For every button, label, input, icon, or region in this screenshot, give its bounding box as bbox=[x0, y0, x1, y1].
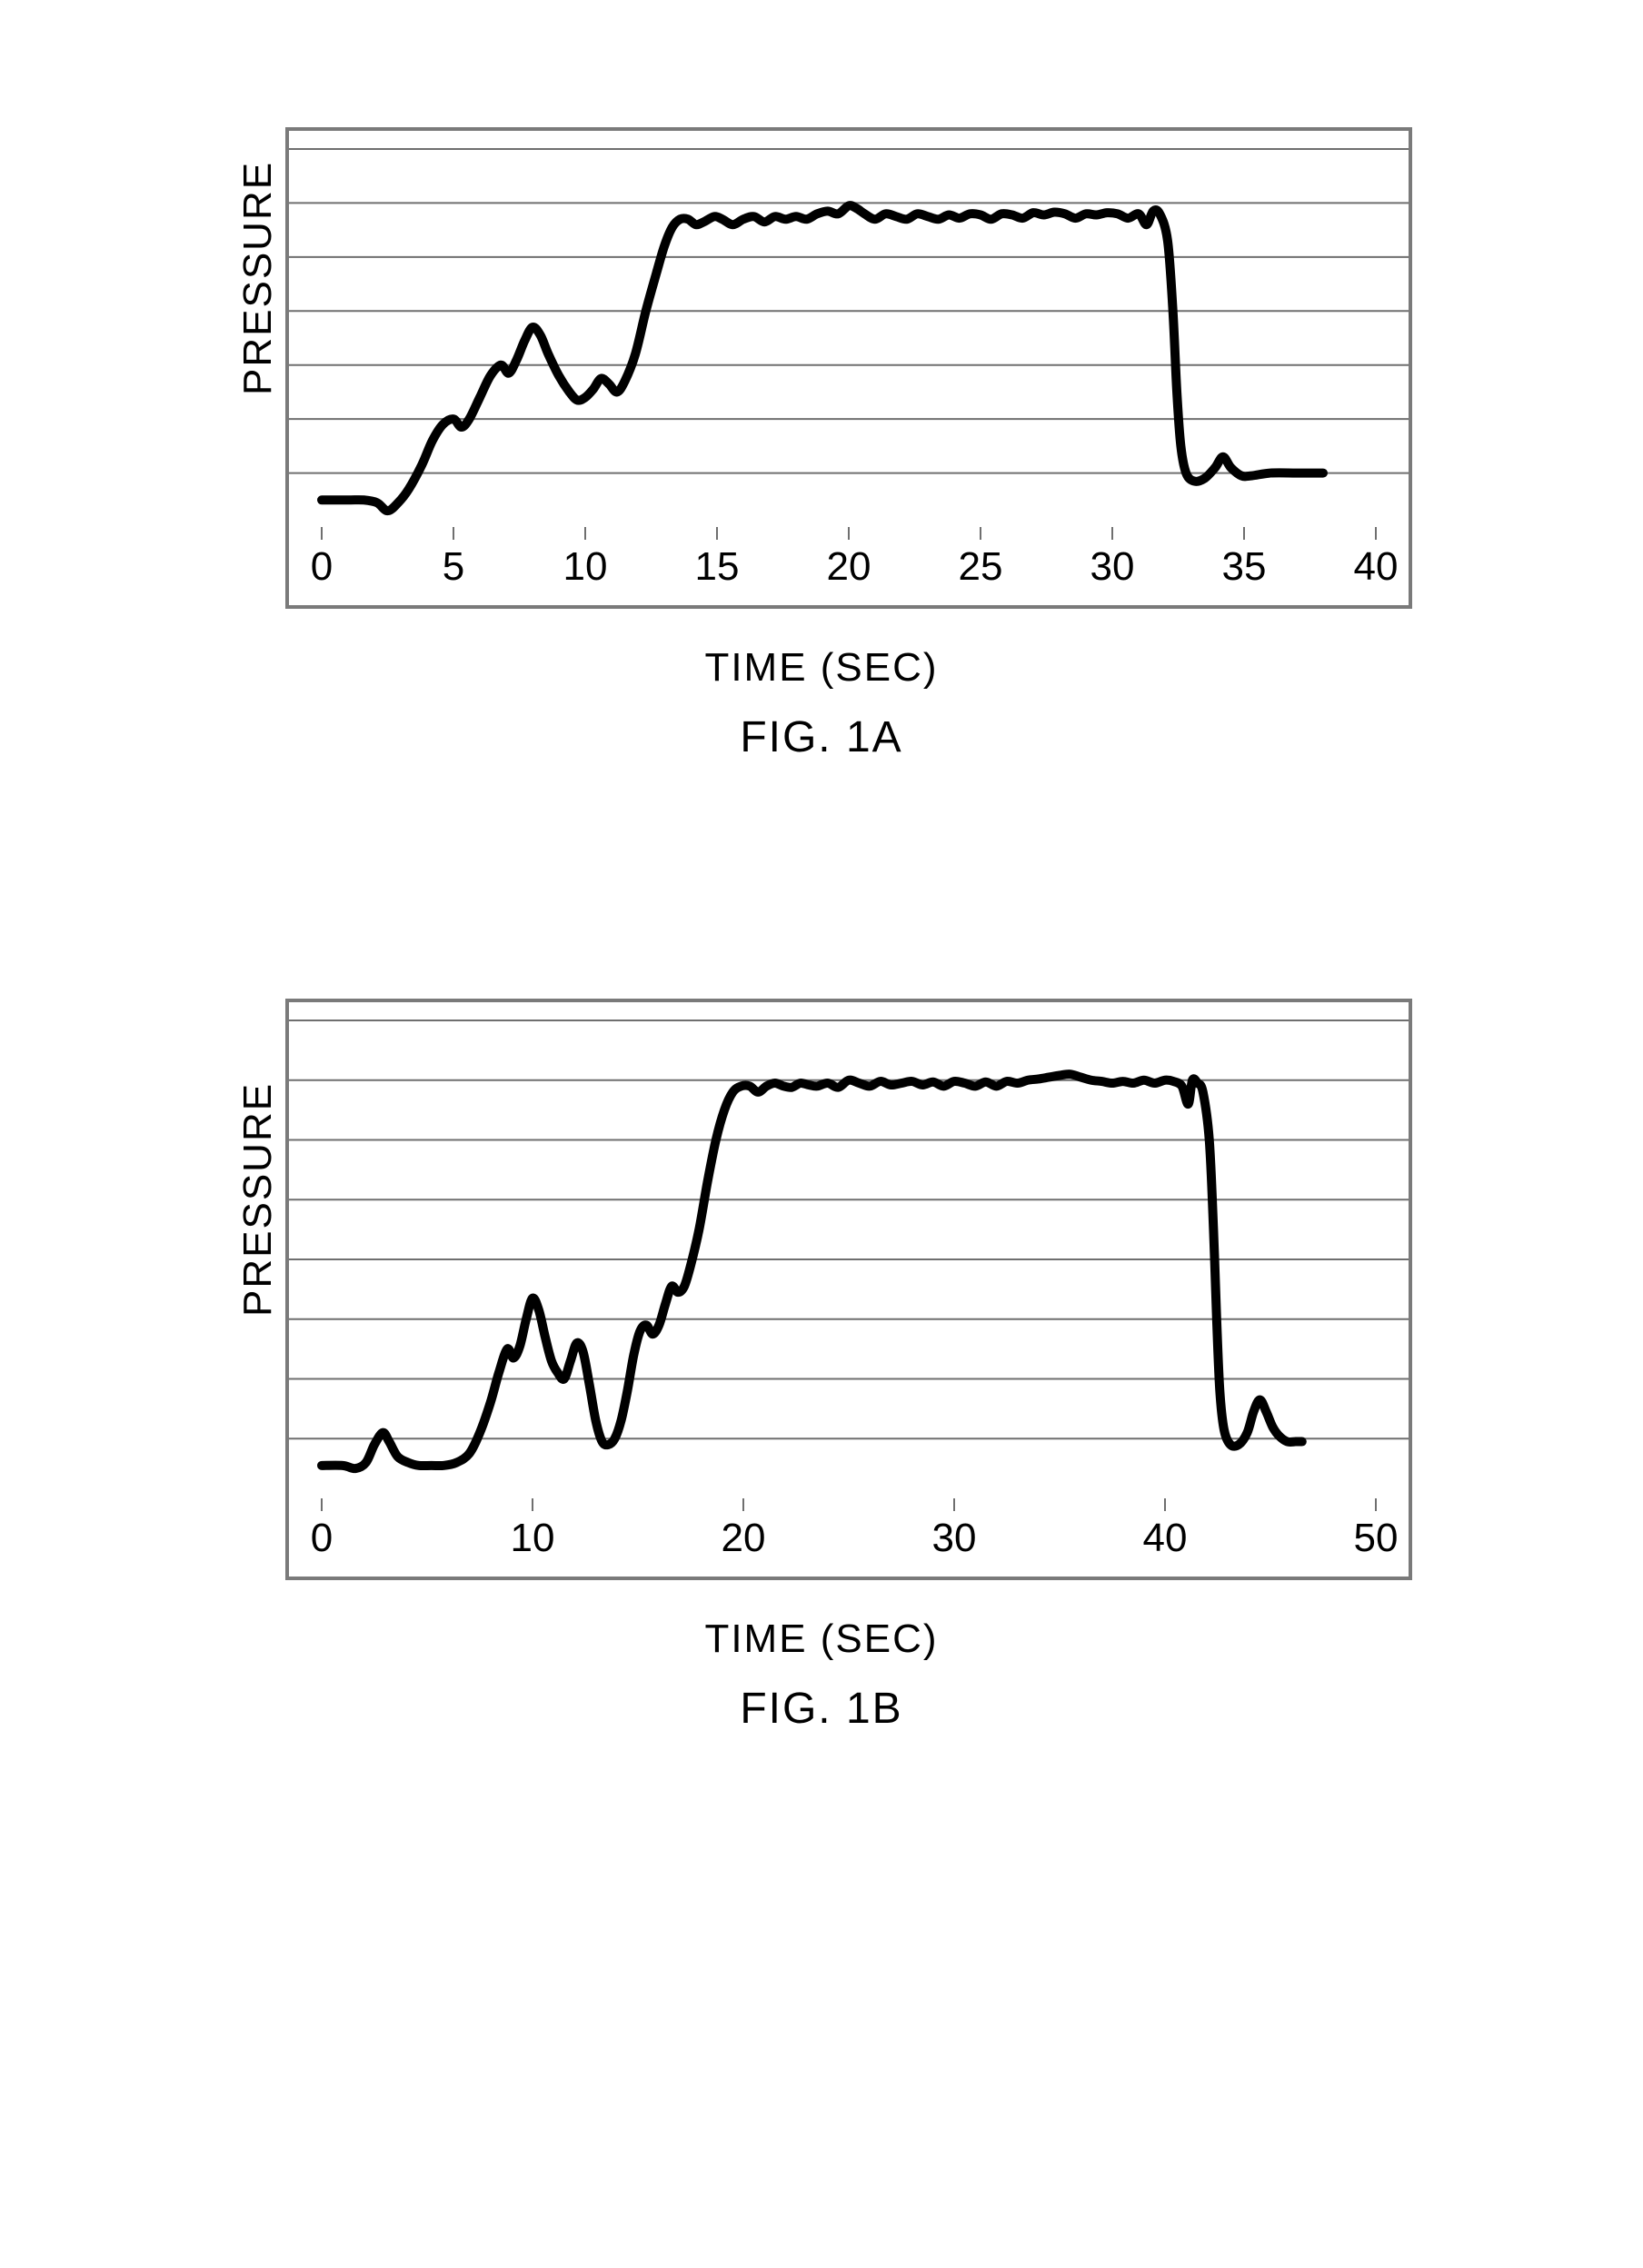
svg-text:5: 5 bbox=[443, 544, 464, 589]
svg-text:30: 30 bbox=[1090, 544, 1135, 589]
svg-text:35: 35 bbox=[1222, 544, 1267, 589]
svg-text:40: 40 bbox=[1354, 544, 1399, 589]
svg-text:15: 15 bbox=[695, 544, 740, 589]
figure-1a-chart: 0 5 10 15 20 25 30 35 40 bbox=[285, 127, 1412, 609]
svg-text:10: 10 bbox=[511, 1516, 555, 1560]
svg-text:25: 25 bbox=[959, 544, 1003, 589]
figure-1a: PRESSURE 0 5 10 15 20 25 30 35 40 TIME (SEC) FIG… bbox=[0, 127, 1643, 762]
svg-text:20: 20 bbox=[722, 1516, 766, 1560]
figure-1a-ylabel: PRESSURE bbox=[235, 341, 281, 395]
figure-1b-xlabel: TIME (SEC) bbox=[704, 1616, 938, 1662]
figure-1a-xlabel: TIME (SEC) bbox=[704, 645, 938, 691]
figure-1b-ylabel: PRESSURE bbox=[235, 1262, 281, 1317]
svg-text:10: 10 bbox=[563, 544, 608, 589]
figure-1b-row: PRESSURE 0 10 20 30 40 50 bbox=[231, 999, 1412, 1580]
svg-text:0: 0 bbox=[311, 544, 333, 589]
svg-text:40: 40 bbox=[1143, 1516, 1188, 1560]
svg-text:30: 30 bbox=[932, 1516, 977, 1560]
figure-1a-row: PRESSURE 0 5 10 15 20 25 30 35 40 bbox=[231, 127, 1412, 609]
figure-1b: PRESSURE 0 10 20 30 40 50 TIME (SEC) FIG. 1B bbox=[0, 999, 1643, 1734]
figure-1b-caption: FIG. 1B bbox=[740, 1684, 902, 1734]
figure-1a-caption: FIG. 1A bbox=[740, 712, 902, 762]
svg-text:20: 20 bbox=[827, 544, 871, 589]
svg-text:50: 50 bbox=[1354, 1516, 1399, 1560]
page: PRESSURE 0 5 10 15 20 25 30 35 40 TIME (SEC) FIG… bbox=[0, 0, 1643, 2268]
svg-text:0: 0 bbox=[311, 1516, 333, 1560]
figure-1b-chart: 0 10 20 30 40 50 bbox=[285, 999, 1412, 1580]
